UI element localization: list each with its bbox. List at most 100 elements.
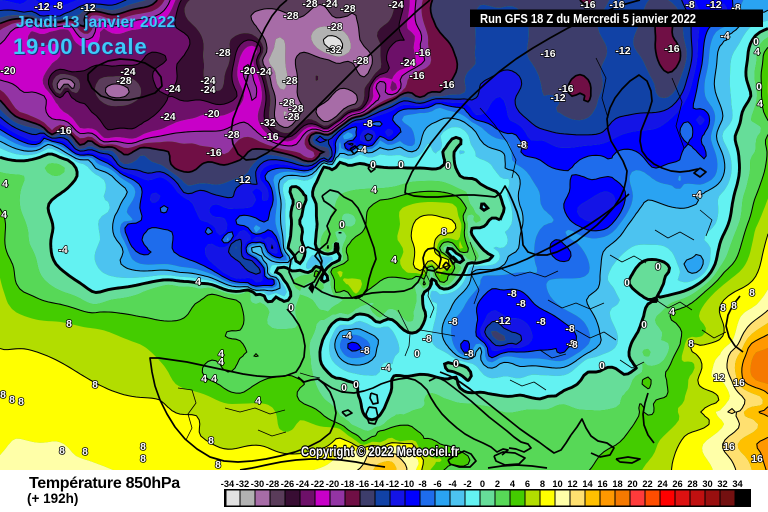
svg-text:-28: -28 [282, 75, 297, 87]
svg-text:16: 16 [733, 377, 745, 389]
svg-text:30: 30 [702, 479, 712, 489]
svg-text:-12: -12 [34, 1, 49, 13]
svg-text:0: 0 [299, 244, 305, 256]
svg-text:0: 0 [341, 382, 347, 394]
svg-text:-24: -24 [256, 66, 271, 78]
svg-text:-12: -12 [386, 479, 399, 489]
svg-text:4: 4 [669, 306, 675, 318]
svg-text:8: 8 [688, 338, 694, 350]
svg-text:-8: -8 [418, 479, 426, 489]
svg-text:12: 12 [713, 372, 725, 384]
svg-text:-26: -26 [281, 479, 294, 489]
svg-text:-18: -18 [341, 479, 354, 489]
svg-text:-8: -8 [731, 2, 740, 14]
svg-text:-16: -16 [263, 131, 278, 143]
svg-text:-4: -4 [357, 144, 366, 156]
svg-text:4: 4 [211, 373, 217, 385]
svg-text:-20: -20 [240, 65, 255, 77]
svg-text:-28: -28 [266, 479, 279, 489]
svg-text:-8: -8 [685, 0, 694, 11]
svg-text:8: 8 [441, 226, 447, 238]
svg-text:0: 0 [599, 360, 605, 372]
svg-text:-8: -8 [464, 348, 473, 360]
svg-text:-8: -8 [507, 288, 516, 300]
svg-text:-8: -8 [536, 316, 545, 328]
svg-text:-4: -4 [342, 330, 351, 342]
svg-text:8: 8 [140, 441, 146, 453]
svg-text:-4: -4 [692, 189, 701, 201]
svg-text:28: 28 [687, 479, 697, 489]
svg-text:-16: -16 [56, 125, 71, 137]
svg-text:26: 26 [672, 479, 682, 489]
svg-text:-28: -28 [279, 97, 294, 109]
svg-text:-12: -12 [706, 0, 721, 11]
svg-text:-28: -28 [284, 111, 299, 123]
svg-text:-34: -34 [221, 479, 235, 489]
svg-text:8: 8 [82, 446, 88, 458]
svg-text:-14: -14 [371, 479, 385, 489]
svg-text:4: 4 [757, 98, 763, 110]
svg-text:12: 12 [567, 479, 577, 489]
svg-text:-16: -16 [609, 0, 624, 11]
svg-text:-32: -32 [236, 479, 249, 489]
svg-text:0: 0 [753, 36, 759, 48]
svg-text:-8: -8 [517, 139, 526, 151]
svg-text:0: 0 [339, 219, 345, 231]
svg-text:2: 2 [495, 479, 500, 489]
svg-text:-8: -8 [448, 316, 457, 328]
svg-text:-16: -16 [415, 47, 430, 59]
svg-text:Copyright © 2022 Meteociel.fr: Copyright © 2022 Meteociel.fr [301, 443, 459, 459]
svg-text:-24: -24 [165, 83, 180, 95]
svg-text:0: 0 [398, 159, 404, 171]
svg-text:-16: -16 [558, 83, 573, 95]
svg-text:-28: -28 [224, 129, 239, 141]
svg-text:-24: -24 [120, 66, 135, 78]
svg-text:-28: -28 [353, 55, 368, 67]
svg-text:-16: -16 [439, 79, 454, 91]
svg-text:8: 8 [59, 445, 65, 457]
svg-text:8: 8 [720, 302, 726, 314]
svg-text:-32: -32 [260, 117, 275, 129]
svg-text:8: 8 [140, 453, 146, 465]
svg-text:16: 16 [751, 453, 763, 465]
svg-text:16: 16 [723, 441, 735, 453]
svg-text:-16: -16 [580, 0, 595, 11]
svg-text:-4: -4 [448, 479, 457, 489]
svg-text:-8: -8 [363, 118, 372, 130]
svg-text:4: 4 [255, 395, 261, 407]
svg-text:-8: -8 [566, 338, 575, 350]
svg-text:-24: -24 [296, 479, 310, 489]
svg-text:-24: -24 [400, 57, 415, 69]
svg-text:-12: -12 [550, 92, 565, 104]
svg-text:22: 22 [642, 479, 652, 489]
svg-text:-8: -8 [53, 0, 62, 12]
svg-text:10: 10 [552, 479, 562, 489]
svg-text:0: 0 [445, 160, 451, 172]
svg-text:-24: -24 [200, 84, 215, 96]
svg-text:0: 0 [480, 479, 485, 489]
svg-text:0: 0 [624, 277, 630, 289]
svg-text:32: 32 [717, 479, 727, 489]
svg-text:6: 6 [525, 479, 530, 489]
svg-text:4: 4 [2, 178, 8, 190]
svg-text:0: 0 [641, 319, 647, 331]
svg-text:-16: -16 [664, 43, 679, 55]
svg-text:-28: -28 [288, 103, 303, 115]
svg-text:0: 0 [655, 261, 661, 273]
svg-text:-4: -4 [381, 362, 390, 374]
svg-text:-16: -16 [540, 48, 555, 60]
svg-text:4: 4 [391, 254, 397, 266]
svg-text:-8: -8 [568, 339, 577, 351]
svg-text:-20: -20 [0, 65, 15, 77]
svg-text:4: 4 [371, 184, 377, 196]
svg-text:-32: -32 [326, 44, 341, 56]
svg-text:-12: -12 [495, 315, 510, 327]
svg-text:-28: -28 [215, 47, 230, 59]
svg-text:-24: -24 [322, 0, 337, 10]
svg-text:0: 0 [353, 379, 359, 391]
svg-text:-20: -20 [204, 108, 219, 120]
svg-text:-2: -2 [463, 479, 471, 489]
svg-text:-8: -8 [518, 140, 527, 152]
svg-text:-12: -12 [615, 45, 630, 57]
svg-text:8: 8 [92, 379, 98, 391]
